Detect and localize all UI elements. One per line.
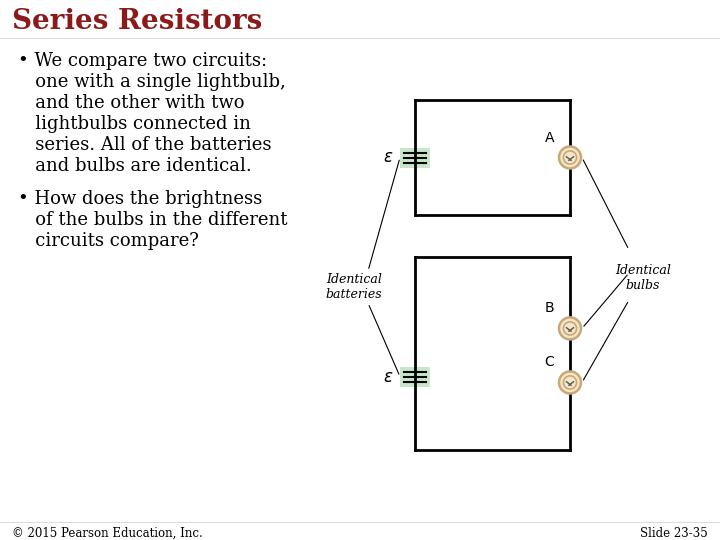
Text: and bulbs are identical.: and bulbs are identical. [18,157,252,175]
Text: B: B [544,301,554,315]
Bar [400,367,430,387]
Text: Identical
bulbs: Identical bulbs [615,264,671,292]
Text: series. All of the batteries: series. All of the batteries [18,136,271,154]
Text: of the bulbs in the different: of the bulbs in the different [18,211,287,229]
Text: $\varepsilon$: $\varepsilon$ [382,368,393,386]
Text: • How does the brightness: • How does the brightness [18,190,262,208]
Bar [400,147,430,167]
Text: C: C [544,355,554,369]
Text: lightbulbs connected in: lightbulbs connected in [18,115,251,133]
Text: • We compare two circuits:: • We compare two circuits: [18,52,267,70]
Circle shape [559,318,581,340]
Text: one with a single lightbulb,: one with a single lightbulb, [18,73,286,91]
Text: circuits compare?: circuits compare? [18,232,199,250]
Text: Series Resistors: Series Resistors [12,8,262,35]
Text: $\varepsilon$: $\varepsilon$ [382,148,393,166]
Text: Slide 23-35: Slide 23-35 [640,527,708,540]
Circle shape [559,372,581,394]
Text: A: A [544,131,554,145]
Circle shape [559,146,581,168]
Text: Identical
batteries: Identical batteries [325,273,382,301]
Text: © 2015 Pearson Education, Inc.: © 2015 Pearson Education, Inc. [12,527,203,540]
Text: and the other with two: and the other with two [18,94,245,112]
